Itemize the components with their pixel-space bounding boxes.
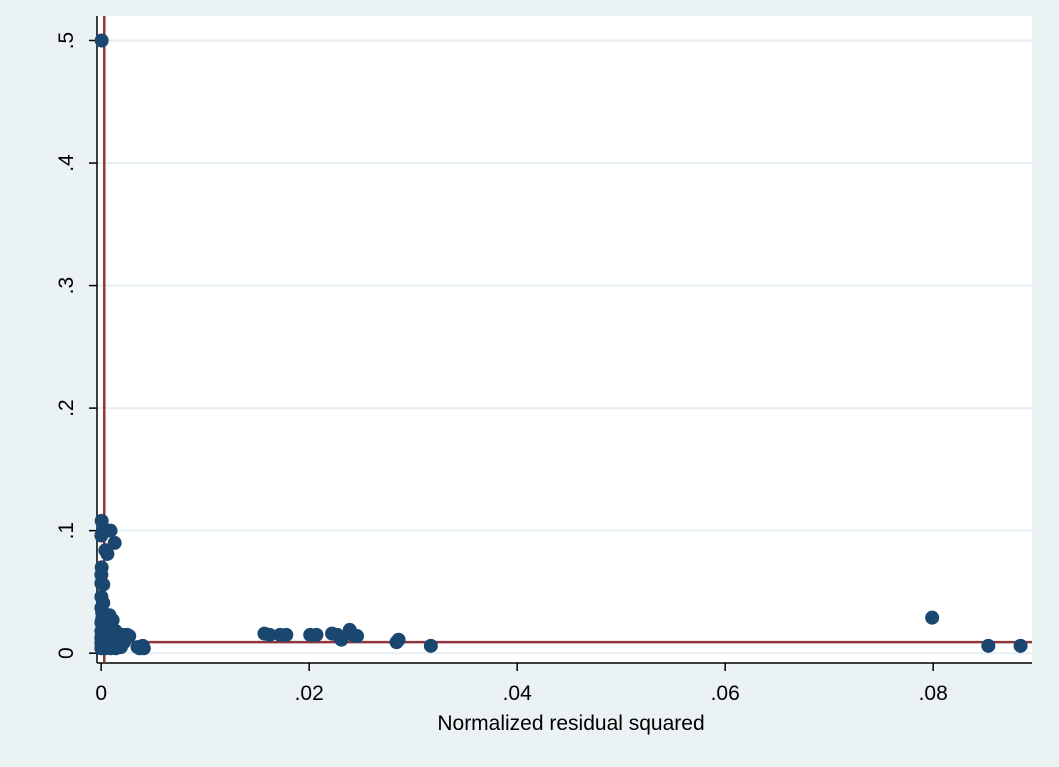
data-point bbox=[103, 523, 118, 538]
data-point bbox=[95, 611, 110, 626]
data-point bbox=[350, 629, 365, 644]
data-point bbox=[423, 638, 438, 653]
y-tick-label: 0 bbox=[55, 647, 78, 659]
data-point bbox=[110, 631, 125, 646]
data-point bbox=[981, 638, 996, 653]
x-axis-title: Normalized residual squared bbox=[437, 712, 704, 735]
x-tick-label: .06 bbox=[711, 682, 740, 705]
y-tick-label: .1 bbox=[55, 522, 78, 540]
data-point bbox=[94, 33, 109, 48]
data-point bbox=[96, 577, 111, 592]
data-point bbox=[279, 627, 294, 642]
data-point bbox=[107, 535, 122, 550]
data-point bbox=[1013, 638, 1028, 653]
x-tick-label: 0 bbox=[95, 682, 107, 705]
data-point bbox=[391, 632, 406, 647]
data-points bbox=[94, 33, 1028, 656]
x-tick-label: .08 bbox=[919, 682, 948, 705]
axes: 0 .1 .2 .3 .4 .5 0 .02 .04 .06 .08 bbox=[55, 16, 1032, 705]
y-tick-label: .2 bbox=[55, 399, 78, 417]
data-point bbox=[100, 546, 115, 561]
x-tick-label: .04 bbox=[503, 682, 533, 705]
y-tick-label: .3 bbox=[55, 277, 78, 295]
y-tick-label: .4 bbox=[55, 154, 78, 172]
plot-area bbox=[97, 16, 1032, 663]
x-tick-label: .02 bbox=[295, 682, 324, 705]
data-point bbox=[925, 610, 940, 625]
y-tick-label: .5 bbox=[55, 32, 78, 50]
data-point bbox=[309, 627, 324, 642]
grid-lines bbox=[97, 39, 1032, 655]
data-point bbox=[334, 632, 349, 647]
data-point bbox=[132, 641, 147, 656]
data-point bbox=[262, 627, 277, 642]
data-point bbox=[94, 630, 109, 645]
